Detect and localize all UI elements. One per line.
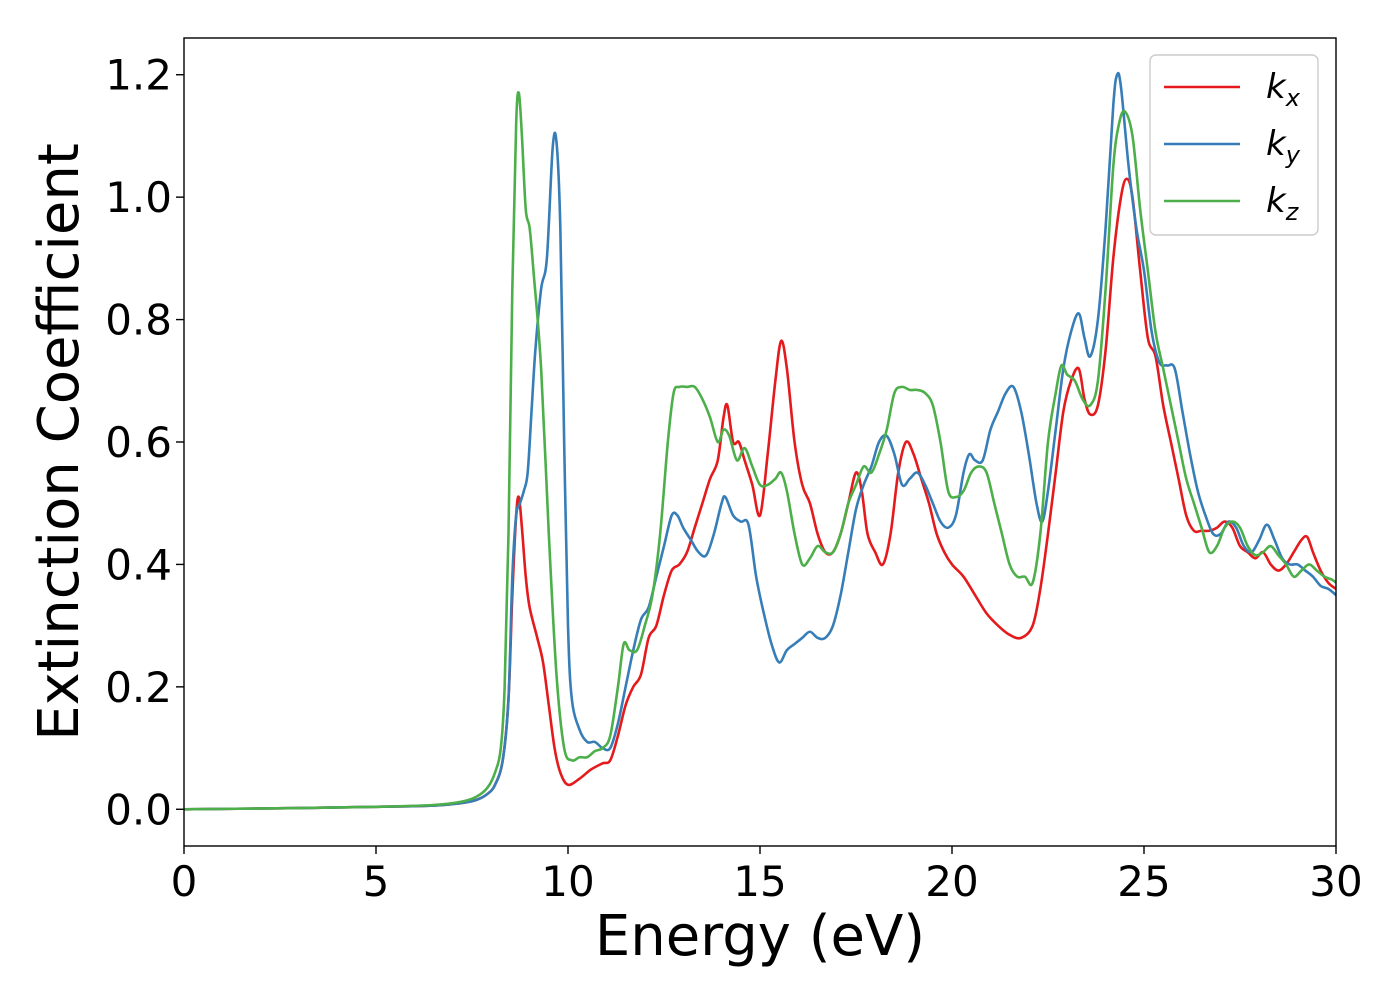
y-axis-title: Extinction Coefficient [27,143,92,741]
x-tick-label: 20 [925,857,978,906]
x-axis: 0 5 10 15 20 25 30 [171,846,1363,906]
y-tick-label: 0.4 [105,540,172,589]
y-tick-label: 1.2 [105,51,172,100]
y-tick-label: 0.6 [105,418,172,467]
legend-label-ky: ky [1266,124,1301,169]
series-line-kz [184,91,1336,811]
y-tick-label: 1.0 [105,173,172,222]
x-axis-title: Energy (eV) [595,904,925,969]
y-tick-label: 0.0 [105,785,172,834]
y-tick-label: 0.2 [105,663,172,712]
series-line-kx [184,177,1336,811]
series-lines [184,71,1336,811]
x-tick-label: 25 [1117,857,1170,906]
y-tick-label: 0.8 [105,296,172,345]
legend-label-kz: kz [1266,181,1300,226]
y-axis: 0.0 0.2 0.4 0.6 0.8 1.0 1.2 [105,51,184,834]
x-tick-label: 15 [733,857,786,906]
x-tick-label: 5 [363,857,390,906]
series-line-ky [184,71,1336,811]
legend: kx ky kz [1149,54,1319,236]
x-tick-label: 0 [171,857,198,906]
legend-label-kx: kx [1266,67,1301,112]
x-tick-label: 30 [1309,857,1362,906]
x-tick-label: 10 [541,857,594,906]
